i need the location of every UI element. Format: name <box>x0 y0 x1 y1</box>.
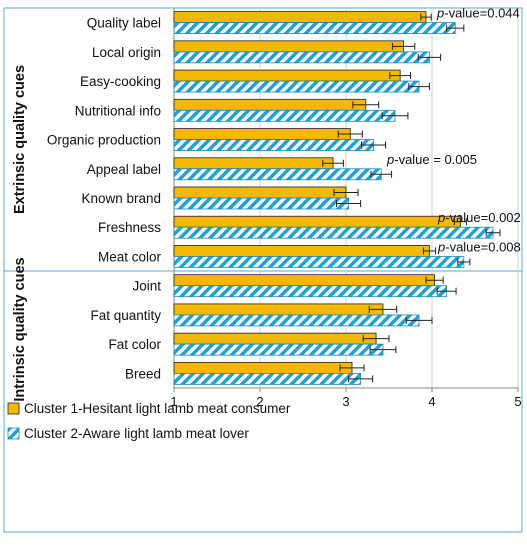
x-tick-label: 5 <box>514 394 521 409</box>
x-tick-label: 3 <box>342 394 349 409</box>
category-label: Breed <box>125 366 161 381</box>
bar-cluster-1 <box>173 69 401 82</box>
bar-cluster-2 <box>173 139 374 151</box>
bar-cluster-1 <box>173 40 405 53</box>
category-label: Fat color <box>108 337 161 352</box>
bar-cluster-1 <box>173 303 384 316</box>
bar-cluster-2 <box>173 51 430 64</box>
bar-cluster-2 <box>173 226 494 239</box>
legend-swatch-cluster-1 <box>7 402 20 415</box>
group-label: Intrinsic quality cues <box>12 257 28 401</box>
bar-cluster-2 <box>173 314 420 327</box>
x-tick-label: 2 <box>256 394 263 409</box>
bar-cluster-1 <box>173 274 435 287</box>
bar-cluster-1 <box>173 157 334 170</box>
category-label: Nutritional info <box>75 103 161 118</box>
category-label: Known brand <box>81 191 161 206</box>
bar-cluster-2 <box>173 109 396 122</box>
bar-cluster-2 <box>173 343 384 356</box>
category-label: Joint <box>132 279 161 294</box>
category-label: Easy-cooking <box>80 74 161 89</box>
bar-cluster-1 <box>173 186 347 199</box>
bar-cluster-1 <box>173 215 461 228</box>
bar-cluster-1 <box>173 98 367 111</box>
bar-cluster-1 <box>173 11 427 24</box>
x-tick-label: 1 <box>170 394 177 409</box>
bar-cluster-2 <box>173 197 349 210</box>
p-value-annotation: p-value = 0.005 <box>386 152 477 167</box>
category-label: Organic production <box>47 133 161 148</box>
bar-cluster-2 <box>173 80 420 93</box>
bar-cluster-2 <box>173 285 448 298</box>
group-label: Extrinsic quality cues <box>12 65 28 214</box>
bar-cluster-1 <box>173 332 377 345</box>
chart-frame <box>3 7 523 533</box>
category-label: Local origin <box>92 45 161 60</box>
p-value-annotation: p-value=0.008 <box>437 239 521 254</box>
bar-cluster-2 <box>173 256 465 268</box>
bar-cluster-2 <box>173 372 362 385</box>
legend-swatch-cluster-2 <box>7 427 20 440</box>
category-label: Quality label <box>87 16 161 31</box>
bar-cluster-2 <box>173 168 382 181</box>
bar-cluster-1 <box>173 245 430 257</box>
category-label: Fat quantity <box>90 308 161 323</box>
bar-cluster-1 <box>173 128 351 140</box>
x-tick-label: 4 <box>428 394 435 409</box>
category-label: Appeal label <box>87 162 161 177</box>
legend-label-cluster-2: Cluster 2-Aware light lamb meat lover <box>24 426 249 441</box>
p-value-annotation: p-value=0.044 <box>436 6 520 21</box>
p-value-annotation: p-value=0.002 <box>437 210 521 225</box>
category-label: Meat color <box>98 249 162 264</box>
bar-cluster-2 <box>173 22 456 35</box>
category-label: Freshness <box>98 220 161 235</box>
bar-cluster-1 <box>173 361 353 374</box>
legend-label-cluster-1: Cluster 1-Hesitant light lamb meat consu… <box>24 401 291 416</box>
